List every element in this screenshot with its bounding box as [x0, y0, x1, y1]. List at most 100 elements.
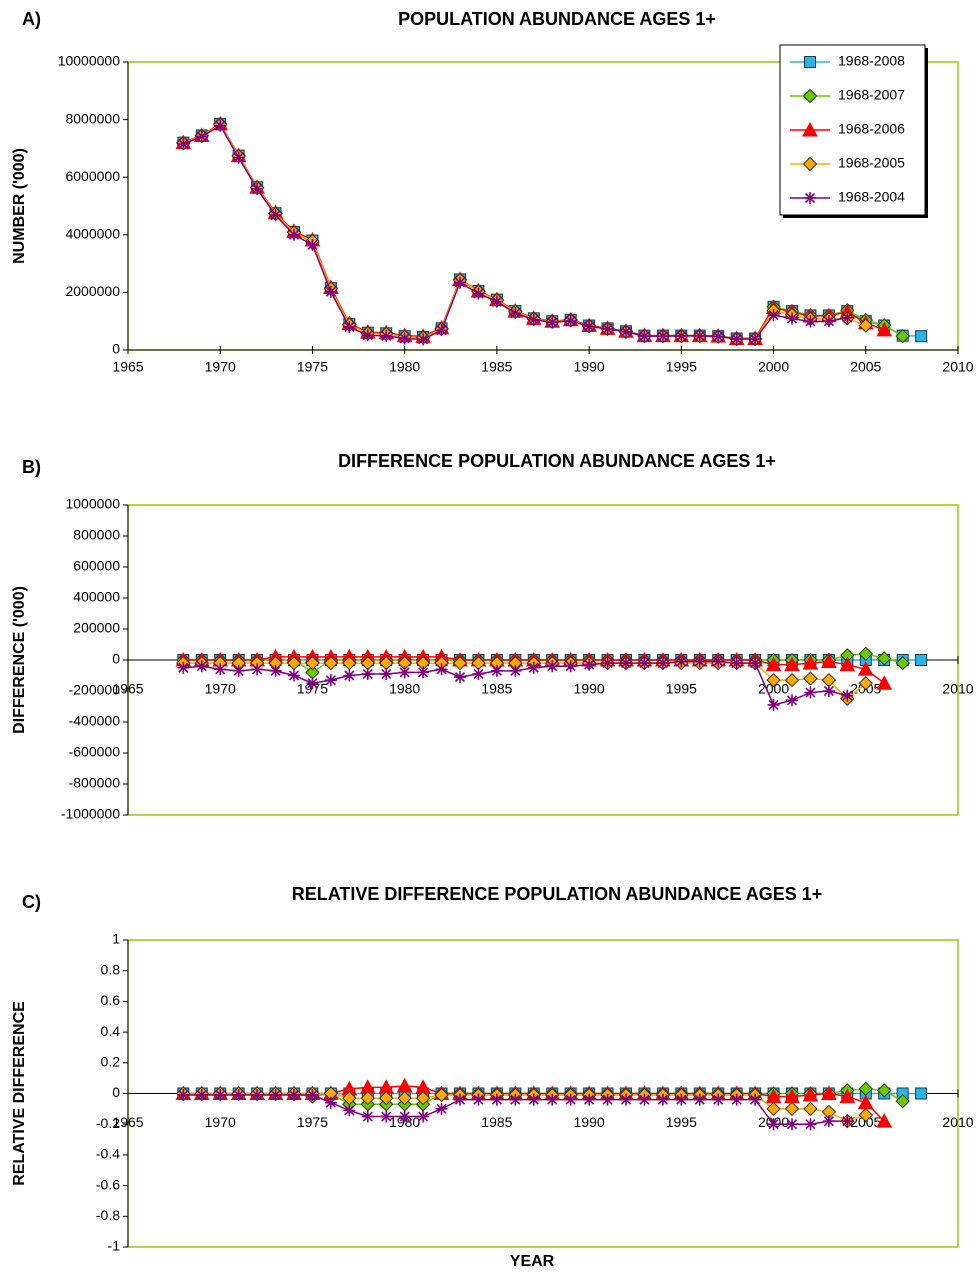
marker [343, 1104, 356, 1117]
marker [786, 312, 798, 325]
marker [454, 276, 466, 289]
marker [564, 660, 577, 673]
marker [509, 664, 522, 677]
marker [379, 1090, 394, 1106]
x-tick-label: 1975 [297, 359, 328, 375]
marker [656, 330, 669, 343]
marker [288, 228, 300, 241]
y-tick-label: -0.6 [96, 1176, 120, 1192]
marker [398, 332, 411, 345]
marker [841, 1115, 854, 1128]
marker [767, 1118, 780, 1131]
legend-label: 1968-2008 [838, 53, 905, 69]
marker [454, 1093, 466, 1106]
marker [177, 1089, 190, 1102]
panel-label: A) [22, 9, 41, 29]
marker [766, 672, 781, 688]
marker [490, 295, 503, 308]
marker [804, 1118, 817, 1131]
marker [601, 322, 614, 335]
marker [509, 1093, 522, 1106]
chart-title: DIFFERENCE POPULATION ABUNDANCE AGES 1+ [338, 451, 776, 471]
y-tick-label: -0.8 [96, 1207, 120, 1223]
marker [858, 646, 873, 662]
marker [472, 287, 485, 300]
marker [822, 315, 835, 328]
marker [766, 1101, 781, 1117]
marker [601, 1093, 614, 1106]
marker [232, 1089, 245, 1102]
marker [767, 698, 780, 711]
x-tick-label: 2005 [850, 359, 881, 375]
marker [434, 1087, 449, 1103]
marker [858, 1107, 873, 1123]
marker [251, 183, 264, 196]
marker [857, 661, 874, 676]
marker [398, 1110, 411, 1123]
marker [822, 685, 835, 697]
marker [360, 1090, 375, 1106]
y-axis-label: DIFFERENCE ('000) [11, 586, 28, 734]
marker [656, 657, 669, 670]
marker [784, 656, 800, 672]
y-tick-label: 0 [112, 341, 120, 357]
marker [177, 661, 190, 674]
marker [396, 1077, 413, 1093]
y-tick-label: -200000 [69, 682, 121, 698]
marker [305, 655, 320, 671]
y-tick-label: 1000000 [65, 496, 120, 512]
marker [821, 1085, 837, 1100]
marker [620, 1093, 632, 1106]
y-tick-label: 800000 [73, 527, 120, 543]
marker [804, 192, 816, 204]
marker [324, 674, 337, 687]
marker [417, 333, 430, 346]
marker [802, 156, 818, 172]
x-axis-label: YEAR [510, 1253, 555, 1270]
x-tick-label: 1990 [574, 359, 605, 375]
marker [620, 657, 632, 670]
marker [490, 1093, 503, 1106]
marker [841, 311, 854, 324]
marker [361, 1110, 374, 1123]
y-tick-label: 1 [112, 931, 120, 947]
marker [564, 1093, 577, 1106]
marker [323, 655, 339, 671]
marker [288, 669, 300, 682]
y-tick-label: 6000000 [65, 168, 120, 184]
marker [802, 1086, 819, 1102]
marker [546, 660, 559, 673]
y-axis-label: NUMBER ('000) [11, 148, 28, 264]
marker [195, 660, 208, 673]
marker [269, 209, 282, 222]
marker [876, 321, 893, 337]
marker [435, 663, 448, 676]
y-tick-label: -600000 [69, 744, 121, 760]
series-line [183, 123, 867, 340]
y-tick-label: 0.6 [101, 992, 121, 1008]
y-tick-label: -0.4 [96, 1146, 120, 1162]
marker [803, 671, 818, 686]
marker [380, 667, 393, 680]
y-tick-label: 0 [112, 651, 120, 667]
marker [915, 330, 928, 343]
y-tick-label: 4000000 [65, 226, 120, 242]
marker [397, 1090, 412, 1106]
marker [858, 318, 873, 333]
marker [821, 653, 837, 669]
y-tick-label: -1 [108, 1238, 121, 1254]
legend-label: 1968-2004 [838, 189, 905, 205]
marker [858, 676, 873, 691]
y-tick-label: -800000 [69, 775, 121, 791]
marker [638, 657, 651, 670]
marker [877, 1083, 892, 1098]
marker [380, 1110, 393, 1123]
x-tick-label: 2010 [942, 681, 973, 697]
marker [583, 320, 596, 333]
marker [841, 689, 854, 702]
marker [214, 663, 227, 676]
y-tick-label: -0.2 [96, 1115, 120, 1131]
marker [269, 664, 282, 677]
marker [839, 1088, 856, 1104]
x-tick-label: 1995 [666, 1114, 697, 1130]
